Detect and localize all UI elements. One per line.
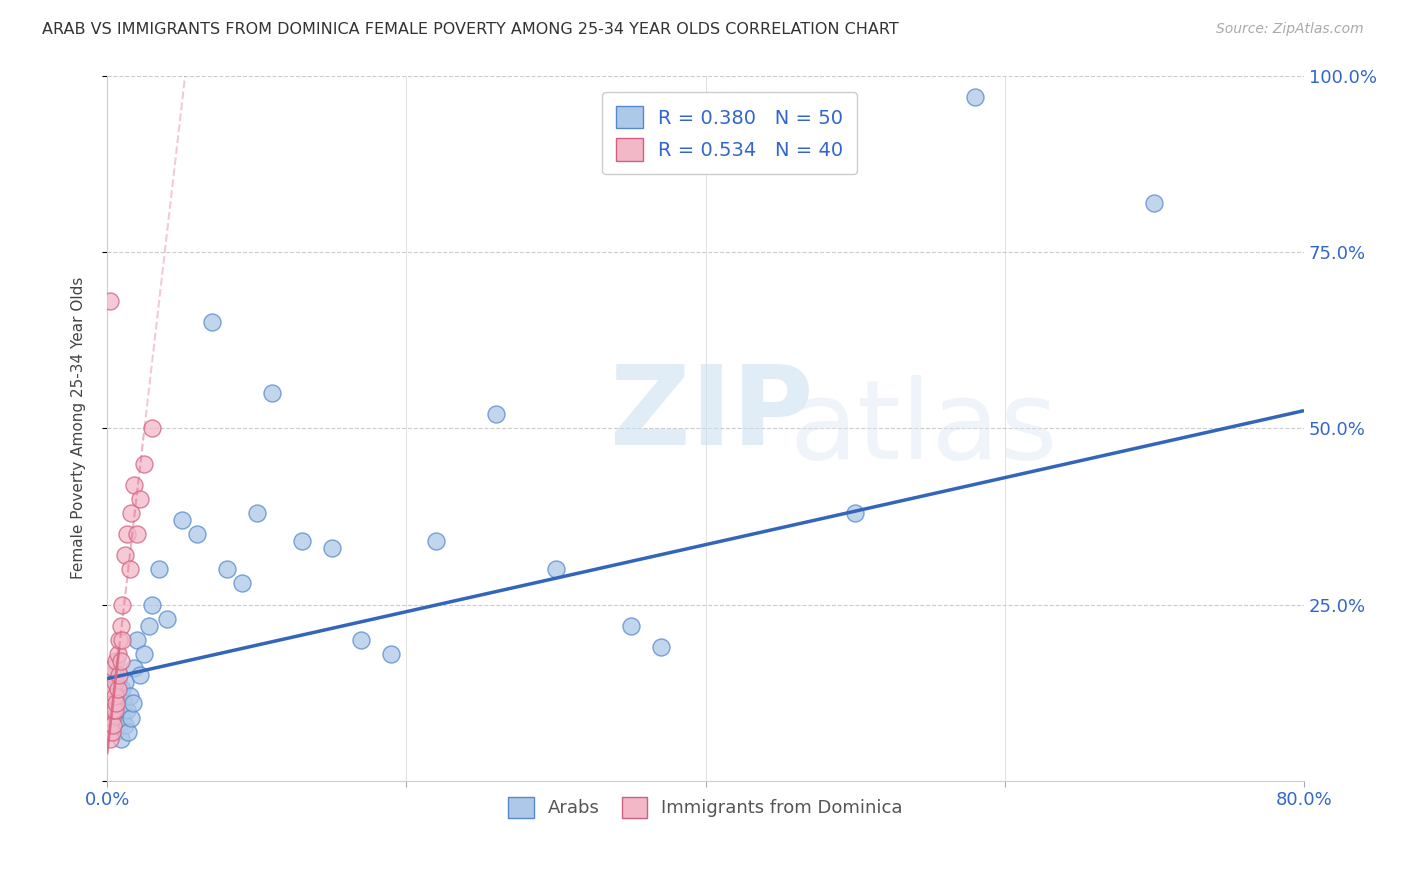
Point (105, 654, 128, 668)
Point (98, 731, 121, 746)
Point (98, 703, 121, 717)
Point (108, 632, 131, 647)
Point (112, 697, 135, 711)
Point (108, 690, 131, 704)
Point (98, 690, 121, 704)
Point (170, 513, 193, 527)
Point (101, 717, 124, 731)
Point (105, 710, 128, 724)
Point (290, 534, 312, 549)
Point (148, 562, 170, 576)
Point (107, 675, 129, 690)
Point (544, 562, 567, 576)
Text: Source: ZipAtlas.com: Source: ZipAtlas.com (1216, 22, 1364, 37)
Point (97, 710, 120, 724)
Point (100, 668, 122, 682)
Point (122, 661, 145, 675)
Point (380, 647, 402, 661)
Point (120, 506, 142, 520)
Point (101, 703, 124, 717)
Point (186, 527, 208, 541)
Text: ZIP: ZIP (610, 360, 813, 467)
Point (110, 731, 132, 746)
Point (118, 690, 141, 704)
Text: ARAB VS IMMIGRANTS FROM DOMINICA FEMALE POVERTY AMONG 25-34 YEAR OLDS CORRELATIO: ARAB VS IMMIGRANTS FROM DOMINICA FEMALE … (42, 22, 898, 37)
Point (108, 717, 131, 731)
Point (650, 640, 672, 654)
Point (231, 576, 253, 591)
Point (100, 724, 122, 739)
Point (108, 668, 131, 682)
Point (97, 697, 120, 711)
Point (138, 619, 160, 633)
Point (125, 527, 148, 541)
Point (110, 703, 132, 717)
Point (111, 598, 134, 612)
Point (620, 619, 643, 633)
Point (103, 690, 125, 704)
Point (125, 632, 148, 647)
Point (114, 548, 136, 562)
Y-axis label: Female Poverty Among 25-34 Year Olds: Female Poverty Among 25-34 Year Olds (72, 277, 86, 580)
Point (97, 724, 120, 739)
Point (107, 682, 129, 697)
Point (105, 697, 128, 711)
Point (114, 717, 136, 731)
Point (114, 675, 136, 690)
Point (425, 534, 447, 549)
Point (260, 386, 283, 401)
Point (134, 457, 156, 471)
Point (98, 294, 121, 309)
Point (98, 675, 121, 690)
Point (115, 703, 138, 717)
Point (122, 477, 145, 491)
Point (120, 710, 142, 724)
Point (121, 697, 143, 711)
Point (101, 717, 124, 731)
Point (98, 690, 121, 704)
Point (485, 407, 508, 421)
Point (103, 724, 125, 739)
Point (129, 668, 152, 682)
Point (215, 562, 238, 576)
Point (100, 682, 122, 697)
Point (117, 724, 139, 739)
Point (141, 421, 163, 435)
Point (110, 654, 132, 668)
Point (103, 703, 125, 717)
Text: atlas: atlas (789, 375, 1057, 482)
Point (100, 697, 122, 711)
Point (350, 632, 373, 647)
Point (844, 506, 866, 520)
Point (156, 612, 179, 626)
Point (101, 682, 124, 697)
Point (107, 647, 129, 661)
Point (963, 89, 986, 103)
Point (107, 697, 129, 711)
Point (100, 703, 122, 717)
Point (111, 710, 134, 724)
Point (101, 661, 124, 675)
Point (100, 710, 122, 724)
Point (115, 527, 138, 541)
Point (129, 491, 152, 506)
Point (105, 668, 128, 682)
Point (110, 619, 132, 633)
Point (1143, 195, 1166, 210)
Point (111, 682, 134, 697)
Point (246, 506, 269, 520)
Point (201, 315, 224, 329)
Point (98, 717, 121, 731)
Point (103, 682, 125, 697)
Point (321, 541, 343, 556)
Point (141, 598, 163, 612)
Point (134, 647, 156, 661)
Point (111, 632, 134, 647)
Legend: Arabs, Immigrants from Dominica: Arabs, Immigrants from Dominica (501, 789, 910, 825)
Point (118, 562, 141, 576)
Point (103, 675, 125, 690)
